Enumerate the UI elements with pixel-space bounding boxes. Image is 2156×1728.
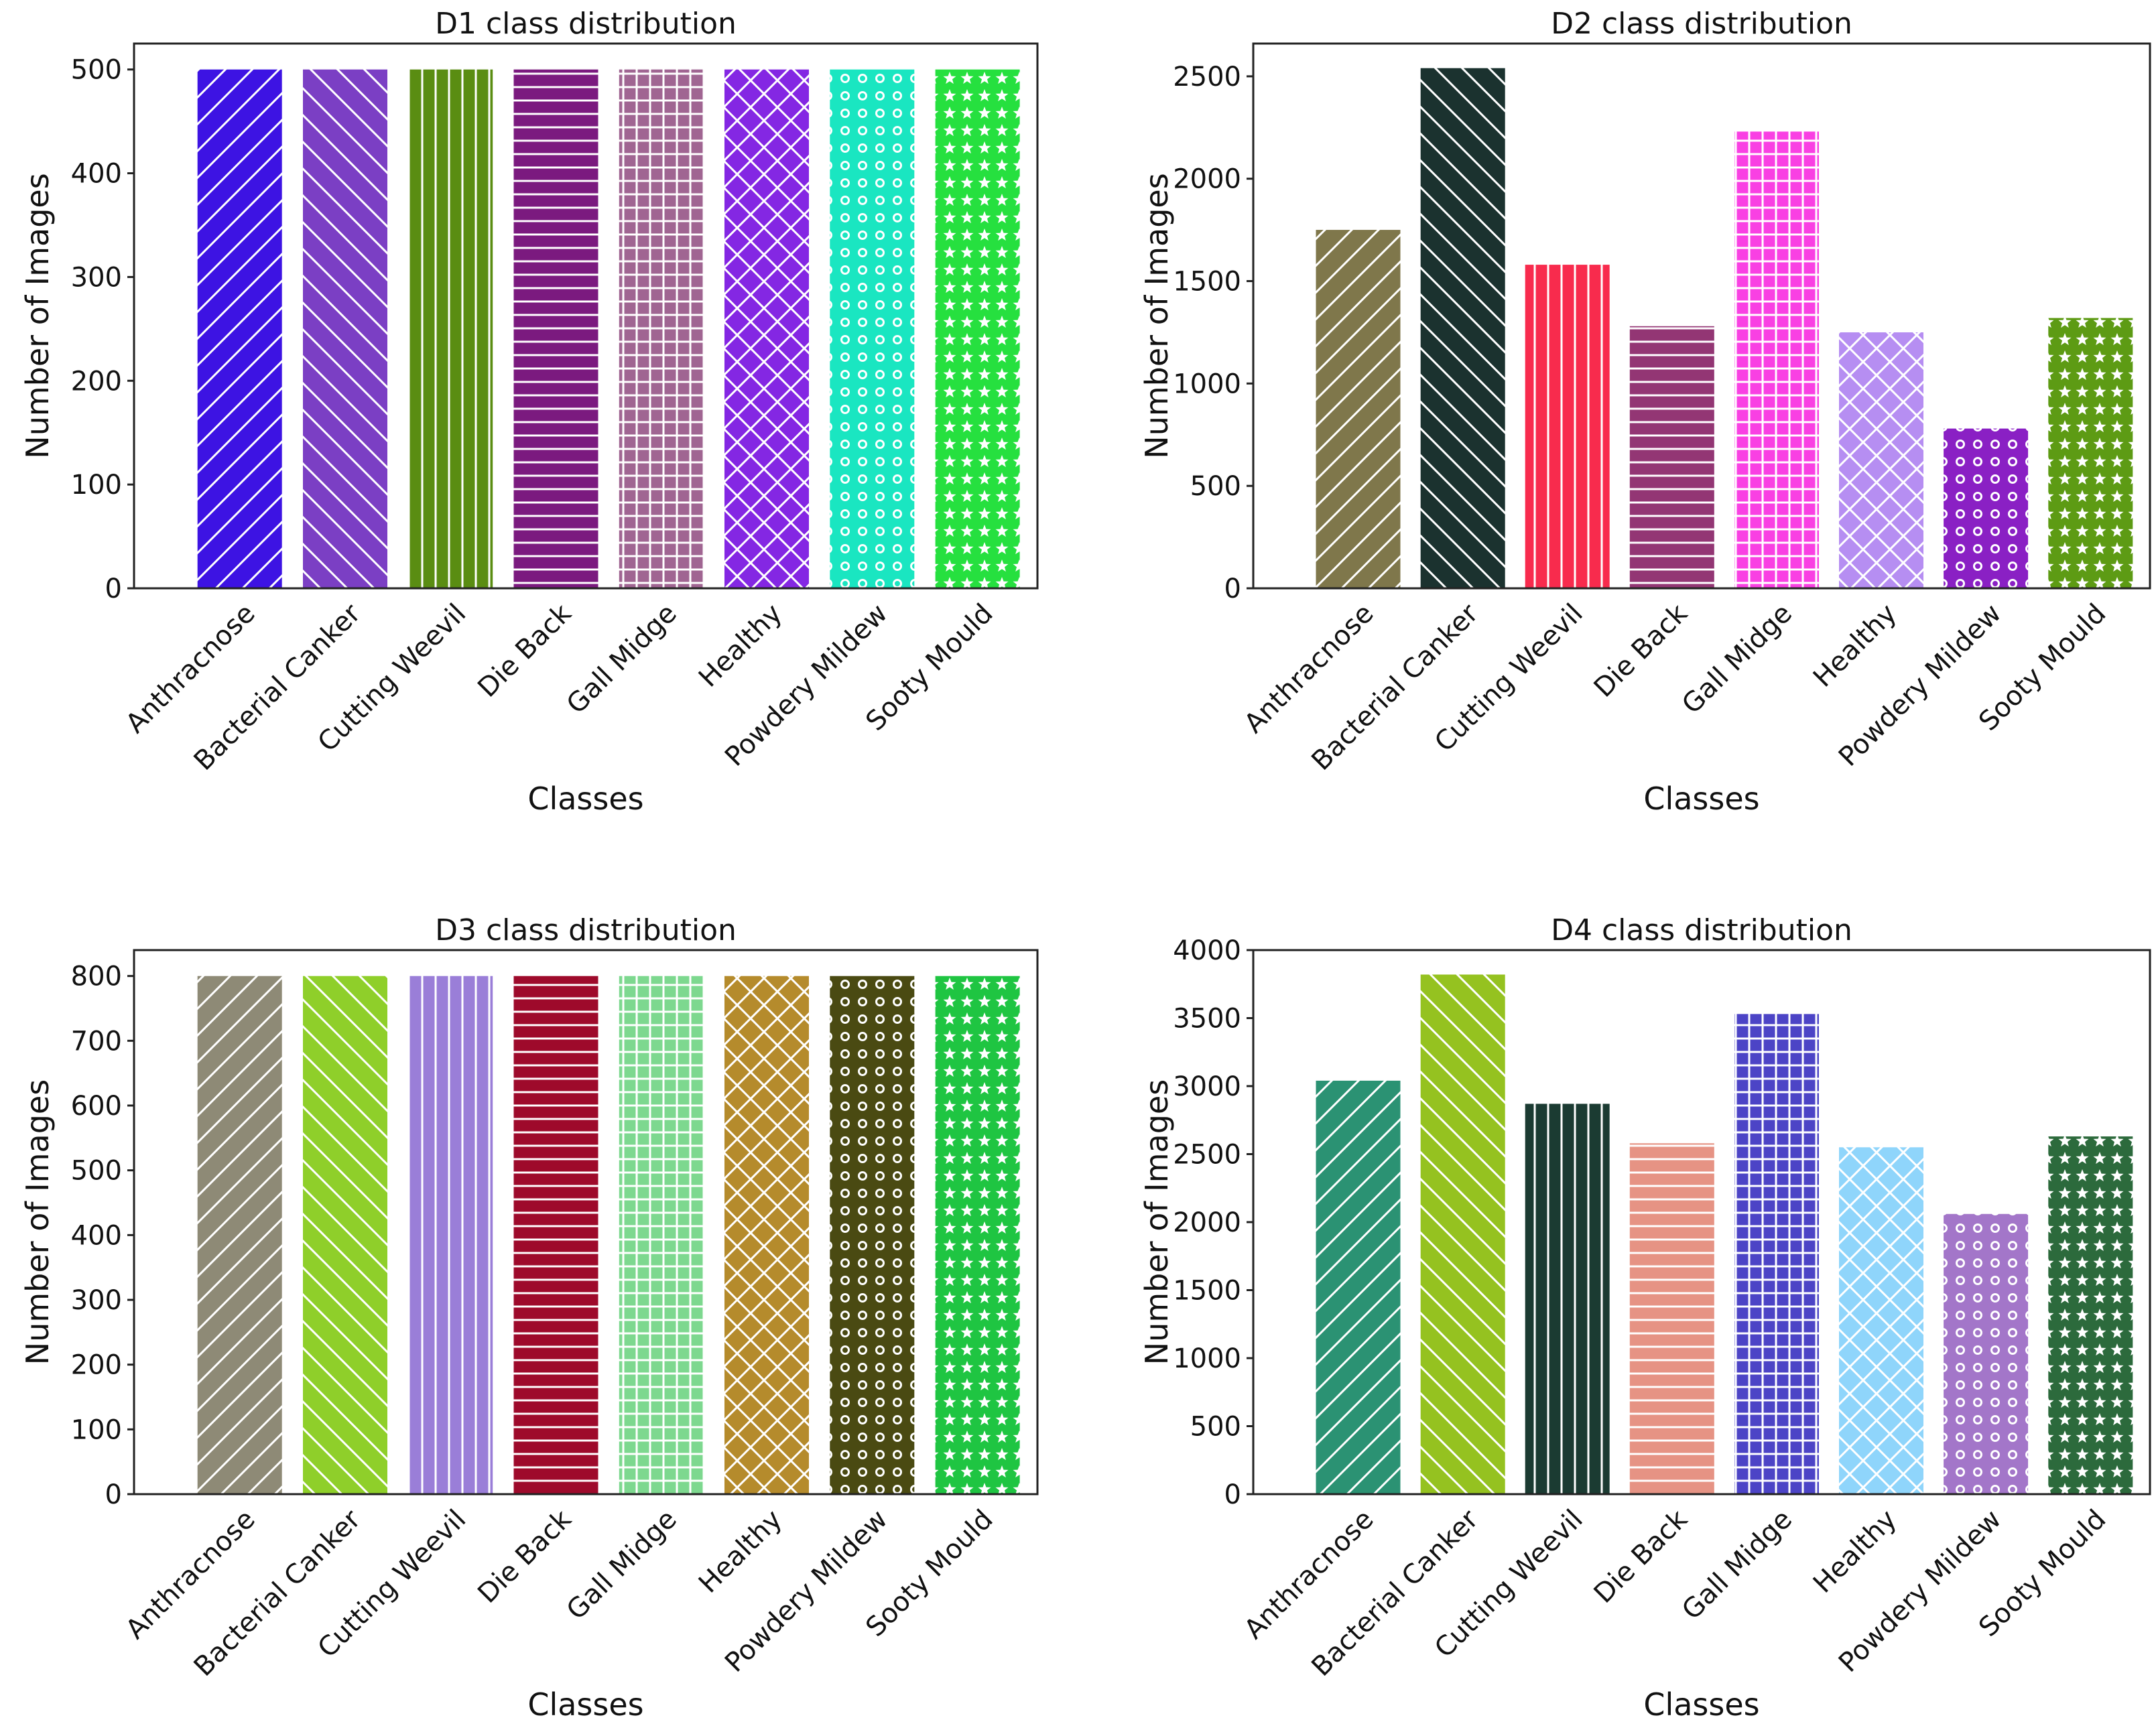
plot-frame [1252, 42, 2151, 590]
x-tick-label: Die Back [472, 1504, 578, 1609]
y-tick-label: 700 [71, 1026, 122, 1057]
y-tick-label: 1500 [1173, 267, 1241, 297]
y-tick-label: 300 [71, 262, 122, 293]
x-tick-label: Gall Midge [561, 1504, 683, 1626]
bar-powdery-mildew [830, 69, 915, 588]
y-tick-label: 500 [71, 1156, 122, 1187]
x-tick-label: Die Back [1588, 1504, 1694, 1609]
bar-cutting-weevil [408, 69, 493, 588]
bar-bacterial-canker [1420, 974, 1505, 1494]
x-tick-label: Gall Midge [1676, 1504, 1798, 1626]
y-tick-label: 2000 [1173, 164, 1241, 195]
bar-die-back [1629, 1143, 1714, 1494]
y-tick-label: 400 [71, 159, 122, 190]
y-tick-label: 300 [71, 1285, 122, 1316]
x-axis-label: Classes [1643, 781, 1759, 817]
bar-powdery-mildew [830, 976, 915, 1494]
bar-cutting-weevil [408, 976, 493, 1494]
bar-anthracnose [1316, 1080, 1401, 1494]
bar-anthracnose [197, 69, 282, 588]
y-tick-label: 1000 [1173, 369, 1241, 399]
chart-panel-d1: D1 class distribution0100200300400500Ant… [19, 7, 1039, 817]
y-tick-label: 600 [71, 1091, 122, 1122]
bar-sooty-mould [2048, 1136, 2133, 1494]
x-tick-label: Gall Midge [1676, 598, 1798, 720]
chart-panel-d3: D3 class distribution 0 100 200 300 400 500 600… [19, 913, 1039, 1723]
bar-bacterial-canker [303, 69, 387, 588]
y-tick-label: 800 [71, 961, 122, 992]
x-axis-label: Classes [527, 781, 643, 817]
y-tick-label: 0 [1224, 574, 1241, 604]
bar-powdery-mildew [1944, 1213, 2029, 1494]
y-tick-label: 2000 [1173, 1207, 1241, 1238]
bar-gall-midge [619, 69, 704, 588]
y-tick-label: 2500 [1173, 62, 1241, 92]
x-axis-label: Classes [1643, 1686, 1759, 1723]
y-tick-label: 500 [1190, 1412, 1241, 1443]
y-axis-label: Number of Images [19, 173, 56, 458]
y-tick-label: 500 [71, 55, 122, 86]
x-tick-label: Gall Midge [561, 598, 683, 720]
chart-title: D3 class distribution [435, 913, 737, 947]
y-tick-label: 1500 [1173, 1276, 1241, 1307]
bar-powdery-mildew [1944, 428, 2029, 588]
bar-anthracnose [1316, 230, 1401, 589]
chart-panel-d4: D4 class distribution 0 500 1000 1500 2000 250… [1139, 913, 2151, 1723]
y-tick-label: 0 [1224, 1479, 1241, 1510]
y-tick-label: 3000 [1173, 1071, 1241, 1102]
y-tick-label: 3500 [1173, 1004, 1241, 1035]
x-tick-label: Healthy [1808, 598, 1903, 693]
chart-title: D2 class distribution [1551, 7, 1852, 41]
bar-cutting-weevil [1525, 265, 1610, 588]
y-axis-label: Number of Images [1139, 1079, 1175, 1365]
y-tick-label: 4000 [1173, 935, 1241, 966]
bar-healthy [724, 69, 809, 588]
bar-die-back [513, 976, 598, 1494]
y-tick-label: 100 [71, 1414, 122, 1445]
y-axis-label: Number of Images [1139, 173, 1175, 458]
plot-frame [133, 949, 1039, 1496]
bar-sooty-mould [935, 69, 1020, 588]
bar-healthy [1839, 332, 1923, 588]
y-tick-label: 0 [105, 574, 122, 604]
bar-healthy [724, 976, 809, 1494]
y-tick-label: 100 [71, 470, 122, 501]
plot-frame [133, 42, 1039, 590]
bar-healthy [1839, 1147, 1923, 1494]
x-tick-label: Healthy [693, 598, 788, 693]
chart-title: D1 class distribution [435, 7, 737, 41]
bar-cutting-weevil [1525, 1104, 1610, 1494]
bar-gall-midge [1734, 1014, 1819, 1494]
y-tick-label: 1000 [1173, 1343, 1241, 1374]
bar-sooty-mould [935, 976, 1020, 1494]
y-tick-label: 200 [71, 1350, 122, 1381]
x-tick-label: Die Back [1588, 598, 1694, 704]
bar-anthracnose [197, 976, 282, 1494]
y-tick-label: 2500 [1173, 1140, 1241, 1171]
y-tick-label: 500 [1190, 471, 1241, 502]
bar-gall-midge [619, 976, 704, 1494]
bar-bacterial-canker [1420, 68, 1505, 588]
chart-panel-d2: D2 class distribution 0 500 1000 1500 2000 250… [1139, 7, 2151, 817]
bar-die-back [1629, 326, 1714, 588]
y-tick-label: 400 [71, 1220, 122, 1251]
x-tick-label: Healthy [1808, 1504, 1903, 1599]
bar-sooty-mould [2048, 318, 2133, 588]
y-tick-label: 0 [105, 1479, 122, 1510]
bar-die-back [513, 69, 598, 588]
x-tick-label: Healthy [693, 1504, 788, 1599]
bar-gall-midge [1734, 131, 1819, 588]
x-tick-label: Die Back [472, 598, 578, 704]
x-axis-label: Classes [527, 1686, 643, 1723]
y-tick-label: 200 [71, 366, 122, 397]
chart-title: D4 class distribution [1551, 913, 1852, 947]
bar-bacterial-canker [303, 976, 387, 1494]
y-axis-label: Number of Images [19, 1079, 56, 1365]
